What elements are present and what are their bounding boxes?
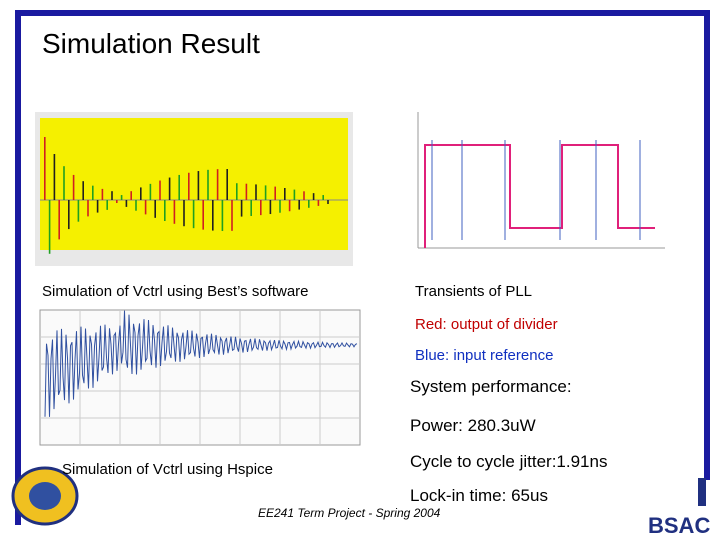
footer-logo: BSAC bbox=[648, 513, 711, 538]
plot-bar bbox=[173, 200, 176, 224]
plot-bar bbox=[178, 174, 180, 200]
plot-bar bbox=[293, 189, 296, 200]
performance-item: Lock-in time: 65us bbox=[410, 486, 548, 505]
plot-bar bbox=[322, 195, 324, 200]
frame-right bbox=[704, 10, 710, 480]
hspice-wave bbox=[44, 310, 358, 417]
plot-bar bbox=[188, 172, 190, 200]
figure-caption: Transients of PLL bbox=[415, 283, 533, 300]
plot-bar bbox=[101, 188, 104, 200]
plot-bar bbox=[53, 154, 56, 200]
plot-bar bbox=[77, 200, 80, 222]
plot-bar bbox=[269, 200, 272, 215]
plot-bar bbox=[250, 200, 252, 216]
plot-bar bbox=[216, 169, 219, 200]
plot-bar bbox=[264, 185, 267, 200]
plot-bar bbox=[236, 183, 238, 200]
plot-bar bbox=[192, 200, 195, 229]
plot-bar bbox=[231, 200, 233, 231]
plot-bar bbox=[226, 169, 228, 200]
plot-bar bbox=[274, 186, 276, 200]
plot-bar bbox=[96, 200, 99, 213]
plot-bar bbox=[303, 191, 305, 200]
plot-bar bbox=[111, 191, 113, 200]
plot-bar bbox=[279, 200, 281, 213]
plot-bar bbox=[44, 137, 46, 200]
plot-bar bbox=[159, 180, 161, 200]
plot-bar bbox=[120, 195, 123, 200]
plot-bar bbox=[255, 184, 257, 200]
plot-bar bbox=[212, 200, 214, 231]
plot-bar bbox=[116, 200, 118, 203]
plot-bar bbox=[106, 200, 108, 210]
plot-bar bbox=[298, 200, 300, 210]
plot-bar bbox=[245, 183, 248, 200]
performance-heading: System performance: bbox=[410, 377, 572, 396]
plot-bar bbox=[48, 200, 51, 254]
plot-bar bbox=[82, 181, 84, 200]
plot-bar bbox=[327, 200, 329, 204]
plot-bar bbox=[68, 200, 70, 230]
plot-bar bbox=[260, 200, 262, 216]
plot-bar bbox=[168, 177, 171, 200]
plot-bar bbox=[221, 200, 224, 231]
best-plot-bars bbox=[44, 137, 329, 254]
pll-reference-wave bbox=[431, 140, 641, 240]
plot-bar bbox=[202, 200, 204, 230]
legend-note: Blue: input reference bbox=[415, 347, 554, 364]
plot-bar bbox=[183, 200, 185, 227]
hspice-grid bbox=[40, 310, 360, 445]
plot-bar bbox=[197, 171, 200, 200]
plot-bar bbox=[140, 187, 142, 200]
figure-caption: Simulation of Vctrl using Best’s softwar… bbox=[42, 283, 309, 300]
best-plot bbox=[40, 118, 348, 250]
plot-bar bbox=[288, 200, 291, 212]
plot-bar bbox=[135, 200, 137, 211]
plot-bar bbox=[87, 200, 89, 217]
plot-bar bbox=[207, 169, 209, 200]
mascot-logo bbox=[29, 482, 61, 510]
legend-note: Red: output of divider bbox=[415, 316, 558, 333]
performance-item: Cycle to cycle jitter:1.91ns bbox=[410, 452, 608, 471]
frame-top bbox=[15, 10, 710, 16]
slide-title: Simulation Result bbox=[42, 28, 260, 59]
footer-text: EE241 Term Project - Spring 2004 bbox=[258, 506, 441, 520]
plot-bar bbox=[154, 200, 156, 218]
pll-divider-wave bbox=[424, 144, 655, 248]
performance-item: Power: 280.3uW bbox=[410, 416, 536, 435]
frame-left bbox=[15, 10, 21, 525]
logo-tower bbox=[698, 478, 706, 506]
plot-bar bbox=[130, 191, 132, 200]
plot-bar bbox=[308, 200, 310, 208]
plot-bar bbox=[149, 183, 152, 200]
plot-bar bbox=[144, 200, 147, 215]
pll-plot bbox=[375, 100, 665, 260]
plot-bar bbox=[317, 200, 320, 206]
plot-bar bbox=[284, 188, 286, 200]
plot-bar bbox=[125, 200, 128, 207]
plot-bar bbox=[312, 193, 315, 200]
figure-caption: Simulation of Vctrl using Hspice bbox=[62, 461, 273, 478]
plot-bar bbox=[58, 200, 60, 240]
plot-bar bbox=[240, 200, 243, 217]
plot-bar bbox=[164, 200, 166, 221]
plot-bar bbox=[72, 174, 75, 200]
plot-bar bbox=[63, 166, 65, 200]
plot-bar bbox=[92, 185, 94, 200]
